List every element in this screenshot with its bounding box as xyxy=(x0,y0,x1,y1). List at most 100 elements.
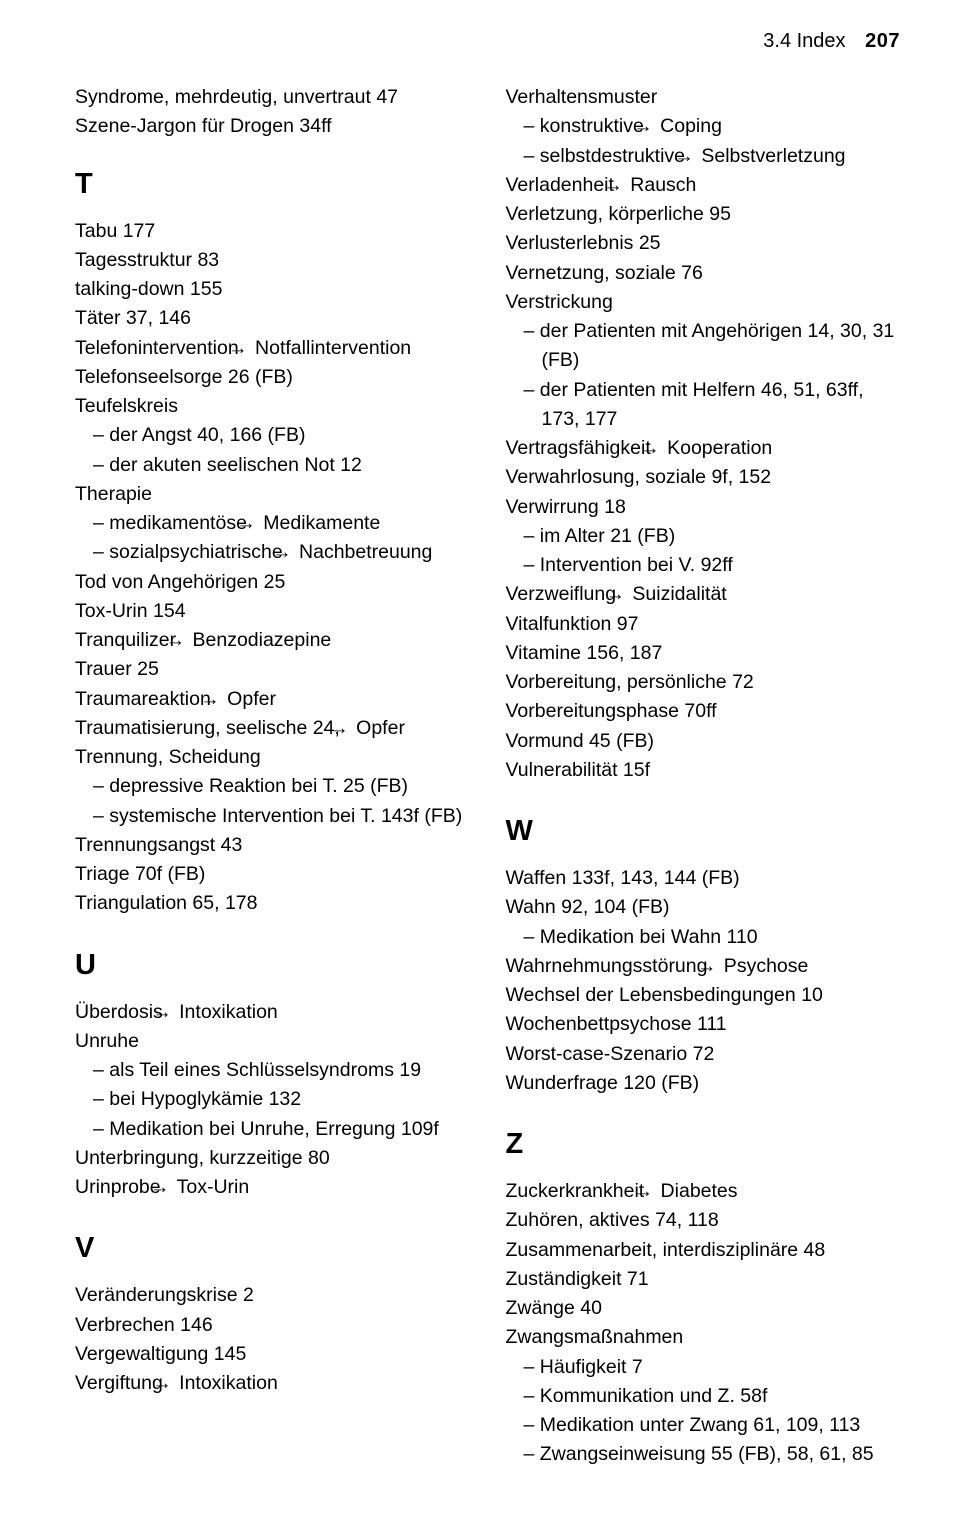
index-subentry: – Medikation unter Zwang 61, 109, 113 xyxy=(506,1411,901,1440)
index-entry: Syndrome, mehrdeutig, unvertraut 47 xyxy=(75,83,470,112)
section-heading-z: Z xyxy=(506,1128,901,1161)
index-subentry: – der Patienten mit Angehörigen 14, 30, … xyxy=(506,317,901,376)
index-subentry: – Zwangseinweisung 55 (FB), 58, 61, 85 xyxy=(506,1440,901,1469)
running-header: 3.4 Index 207 xyxy=(75,30,900,53)
index-entry: Überdosis → Intoxikation xyxy=(75,998,470,1027)
index-entry: Verletzung, körperliche 95 xyxy=(506,200,901,229)
cross-reference-arrow-icon: → xyxy=(246,334,248,363)
cross-reference-arrow-icon: → xyxy=(658,434,660,463)
index-entry: Trennung, Scheidung xyxy=(75,743,470,772)
index-entry: Wahrnehmungsstörung → Psychose xyxy=(506,952,901,981)
index-entry: Verwahrlosung, soziale 9f, 152 xyxy=(506,463,901,492)
cross-reference-arrow-icon: → xyxy=(170,1369,172,1398)
index-entry: Verlusterlebnis 25 xyxy=(506,229,901,258)
entries-t: Tabu 177Tagesstruktur 83talking-down 155… xyxy=(75,217,470,919)
index-entry: Therapie xyxy=(75,480,470,509)
cross-reference-arrow-icon: → xyxy=(347,714,349,743)
index-entry: Vormund 45 (FB) xyxy=(506,727,901,756)
index-subentry: – sozialpsychiatrische → Nachbetreuung xyxy=(75,538,470,567)
index-entry: Veränderungskrise 2 xyxy=(75,1281,470,1310)
cross-reference-arrow-icon: → xyxy=(652,1177,654,1206)
index-subentry: – der Angst 40, 166 (FB) xyxy=(75,421,470,450)
index-subentry: – Medikation bei Wahn 110 xyxy=(506,923,901,952)
index-entry: Teufelskreis xyxy=(75,392,470,421)
index-entry: Unruhe xyxy=(75,1027,470,1056)
index-subentry: – Intervention bei V. 92ff xyxy=(506,551,901,580)
index-entry: Wochenbettpsychose 111 xyxy=(506,1010,901,1039)
index-entry: Vorbereitung, persönliche 72 xyxy=(506,668,901,697)
cross-reference-arrow-icon: → xyxy=(218,685,220,714)
entries-u: Überdosis → IntoxikationUnruhe– als Teil… xyxy=(75,998,470,1203)
index-columns: Syndrome, mehrdeutig, unvertraut 47Szene… xyxy=(75,83,900,1470)
cross-reference-arrow-icon: → xyxy=(623,580,625,609)
index-subentry: – medikamentöse → Medikamente xyxy=(75,509,470,538)
index-entry: Traumareaktion → Opfer xyxy=(75,685,470,714)
index-subentry: – depressive Reaktion bei T. 25 (FB) xyxy=(75,772,470,801)
index-page: 3.4 Index 207 Syndrome, mehrdeutig, unve… xyxy=(0,0,960,1530)
index-subentry: – systemische Intervention bei T. 143f (… xyxy=(75,802,470,831)
section-heading-t: T xyxy=(75,168,470,201)
index-subentry: – der akuten seelischen Not 12 xyxy=(75,451,470,480)
index-entry: Vitamine 156, 187 xyxy=(506,639,901,668)
entries-z: Zuckerkrankheit → DiabetesZuhören, aktiv… xyxy=(506,1177,901,1470)
index-subentry: – selbstdestruktive → Selbstverletzung xyxy=(506,142,901,171)
index-entry: Zwangsmaßnahmen xyxy=(506,1323,901,1352)
index-entry: Zwänge 40 xyxy=(506,1294,901,1323)
index-entry: Szene-Jargon für Drogen 34ff xyxy=(75,112,470,141)
header-section: 3.4 Index xyxy=(763,30,845,52)
right-column: Verhaltensmuster– konstruktive → Coping–… xyxy=(506,83,901,1470)
entries-v: Veränderungskrise 2Verbrechen 146Vergewa… xyxy=(75,1281,470,1398)
index-entry: Urinprobe → Tox-Urin xyxy=(75,1173,470,1202)
index-entry: Verwirrung 18 xyxy=(506,493,901,522)
index-entry: Verbrechen 146 xyxy=(75,1311,470,1340)
index-entry: Trennungsangst 43 xyxy=(75,831,470,860)
index-entry: Telefonintervention → Notfallinterventio… xyxy=(75,334,470,363)
index-entry: Zusammenarbeit, interdisziplinäre 48 xyxy=(506,1236,901,1265)
index-entry: Vertragsfähigkeit → Kooperation xyxy=(506,434,901,463)
index-entry: Traumatisierung, seelische 24, → Opfer xyxy=(75,714,470,743)
section-heading-w: W xyxy=(506,815,901,848)
index-entry: Tabu 177 xyxy=(75,217,470,246)
index-entry: Unterbringung, kurzzeitige 80 xyxy=(75,1144,470,1173)
cross-reference-arrow-icon: → xyxy=(254,509,256,538)
index-entry: Wahn 92, 104 (FB) xyxy=(506,893,901,922)
index-subentry: – als Teil eines Schlüsselsyndroms 19 xyxy=(75,1056,470,1085)
index-entry: Vulnerabilität 15f xyxy=(506,756,901,785)
index-entry: Vitalfunktion 97 xyxy=(506,610,901,639)
index-entry: Vernetzung, soziale 76 xyxy=(506,259,901,288)
index-entry: Worst-case-Szenario 72 xyxy=(506,1040,901,1069)
section-heading-v: V xyxy=(75,1232,470,1265)
cross-reference-arrow-icon: → xyxy=(621,171,623,200)
cross-reference-arrow-icon: → xyxy=(692,142,694,171)
index-entry: Vorbereitungsphase 70ff xyxy=(506,697,901,726)
index-entry: Tox-Urin 154 xyxy=(75,597,470,626)
index-entry: Wunderfrage 120 (FB) xyxy=(506,1069,901,1098)
index-entry: Wechsel der Lebensbedingungen 10 xyxy=(506,981,901,1010)
index-subentry: – der Patienten mit Helfern 46, 51, 63ff… xyxy=(506,376,901,435)
index-entry: Triage 70f (FB) xyxy=(75,860,470,889)
index-entry: Vergewaltigung 145 xyxy=(75,1340,470,1369)
cross-reference-arrow-icon: → xyxy=(651,112,653,141)
index-entry: Täter 37, 146 xyxy=(75,304,470,333)
index-entry: talking-down 155 xyxy=(75,275,470,304)
index-entry: Trauer 25 xyxy=(75,655,470,684)
index-subentry: – konstruktive → Coping xyxy=(506,112,901,141)
index-entry: Zuhören, aktives 74, 118 xyxy=(506,1206,901,1235)
cross-reference-arrow-icon: → xyxy=(290,538,292,567)
index-subentry: – im Alter 21 (FB) xyxy=(506,522,901,551)
entries-v-continued: Verhaltensmuster– konstruktive → Coping–… xyxy=(506,83,901,785)
cross-reference-arrow-icon: → xyxy=(168,1173,170,1202)
index-entry: Tagesstruktur 83 xyxy=(75,246,470,275)
index-subentry: – Häufigkeit 7 xyxy=(506,1353,901,1382)
entries-w: Waffen 133f, 143, 144 (FB)Wahn 92, 104 (… xyxy=(506,864,901,1098)
continuation-entries: Syndrome, mehrdeutig, unvertraut 47Szene… xyxy=(75,83,470,142)
index-subentry: – Kommunikation und Z. 58f xyxy=(506,1382,901,1411)
index-entry: Telefonseelsorge 26 (FB) xyxy=(75,363,470,392)
index-entry: Triangulation 65, 178 xyxy=(75,889,470,918)
cross-reference-arrow-icon: → xyxy=(170,998,172,1027)
left-column: Syndrome, mehrdeutig, unvertraut 47Szene… xyxy=(75,83,470,1470)
header-page-number: 207 xyxy=(865,30,900,52)
index-entry: Tranquilizer → Benzodiazepine xyxy=(75,626,470,655)
index-entry: Vergiftung → Intoxikation xyxy=(75,1369,470,1398)
index-subentry: – bei Hypoglykämie 132 xyxy=(75,1085,470,1114)
